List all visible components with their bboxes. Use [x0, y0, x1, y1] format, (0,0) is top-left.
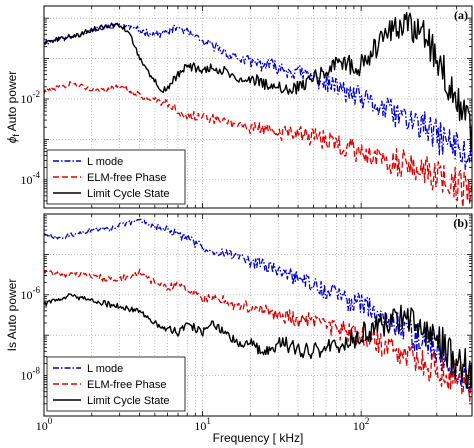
- series-line-l-mode: [44, 21, 472, 171]
- x-tick-label: 101: [194, 416, 211, 433]
- y-axis-label: ϕf Auto power: [5, 71, 21, 144]
- tick-marks: [43, 213, 473, 417]
- y-tick-label: 10-6: [21, 285, 41, 302]
- legend-box: [46, 149, 186, 205]
- tick-marks: [43, 5, 473, 209]
- panel-b: 10-6 10-8 100 101 102 Is Auto power Frequency …: [5, 213, 473, 445]
- panel-label: (b): [453, 216, 468, 230]
- series-line-elm-free-phase: [44, 80, 472, 208]
- y-tick-label: 10-2: [21, 89, 41, 106]
- panel-a: 10-2 10-4 ϕf Auto power (a) L mode ELM-free P…: [5, 5, 473, 209]
- y-tick-label: 10-8: [21, 366, 41, 383]
- panel-label: (a): [454, 8, 468, 22]
- x-tick-label: 102: [353, 416, 370, 433]
- series-line-l-mode: [44, 218, 472, 392]
- series-group: [44, 218, 472, 402]
- legend-label: L mode: [87, 156, 123, 168]
- x-tick-label: 100: [36, 416, 53, 433]
- y-axis-label: Is Auto power: [5, 279, 19, 352]
- legend-label: Limit Cycle State: [87, 395, 170, 407]
- axes-frame: [43, 213, 473, 417]
- axes-frame: [43, 5, 473, 209]
- series-group: [44, 11, 472, 208]
- legend-label: ELM-free Phase: [87, 172, 166, 184]
- series-line-limit-cycle-state: [44, 11, 472, 151]
- series-line-limit-cycle-state: [44, 293, 472, 390]
- y-tick-label: 10-4: [21, 170, 41, 187]
- legend-label: L mode: [87, 363, 123, 375]
- legend: L mode ELM-free Phase Limit Cycle State: [46, 356, 186, 412]
- legend: L mode ELM-free Phase Limit Cycle State: [46, 149, 186, 205]
- series-line-elm-free-phase: [44, 268, 472, 402]
- x-axis-label: Frequency [ kHz]: [213, 431, 304, 445]
- legend-label: Limit Cycle State: [87, 188, 170, 200]
- legend-label: ELM-free Phase: [87, 379, 166, 391]
- legend-box: [46, 356, 186, 412]
